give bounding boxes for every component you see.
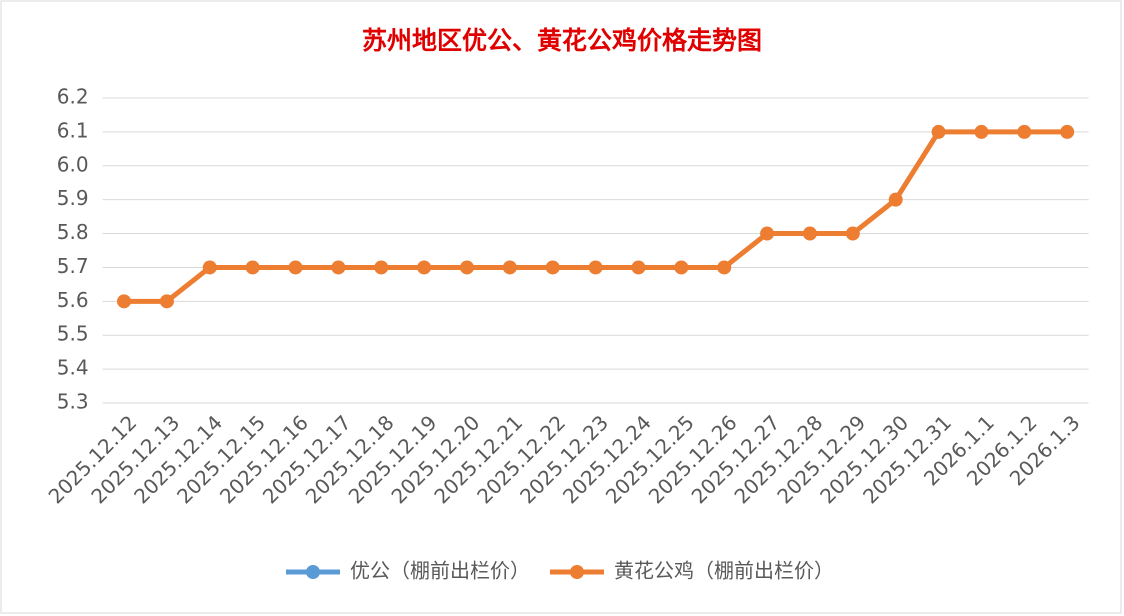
y-tick-label: 5.7 [57,254,89,278]
chart-title: 苏州地区优公、黄花公鸡价格走势图 [362,26,762,55]
legend-marker [570,565,584,579]
y-tick-label: 5.6 [57,288,89,312]
point [674,260,689,275]
point [1017,124,1032,139]
point [245,260,260,275]
point [845,226,860,241]
y-tick-label: 6.0 [57,152,89,176]
point [717,260,732,275]
y-tick-label: 5.3 [57,390,89,414]
point [588,260,603,275]
point [631,260,646,275]
y-tick-label: 5.9 [57,186,89,210]
point [331,260,346,275]
point [117,294,132,309]
point [159,294,174,309]
point [1060,124,1075,139]
legend-marker [306,565,320,579]
point [545,260,560,275]
y-tick-label: 6.2 [57,85,89,109]
y-tick-label: 5.5 [57,322,89,346]
y-tick-label: 5.4 [57,356,89,380]
point [202,260,217,275]
point [760,226,775,241]
point [802,226,817,241]
point [374,260,389,275]
y-tick-label: 5.8 [57,220,89,244]
y-tick-label: 6.1 [57,118,89,142]
point [459,260,474,275]
point [417,260,432,275]
point [931,124,946,139]
point [888,192,903,207]
point [288,260,303,275]
point [502,260,517,275]
legend-label: 黄花公鸡（棚前出栏价） [614,559,834,583]
legend-label: 优公（棚前出栏价） [350,559,530,583]
point [974,124,989,139]
